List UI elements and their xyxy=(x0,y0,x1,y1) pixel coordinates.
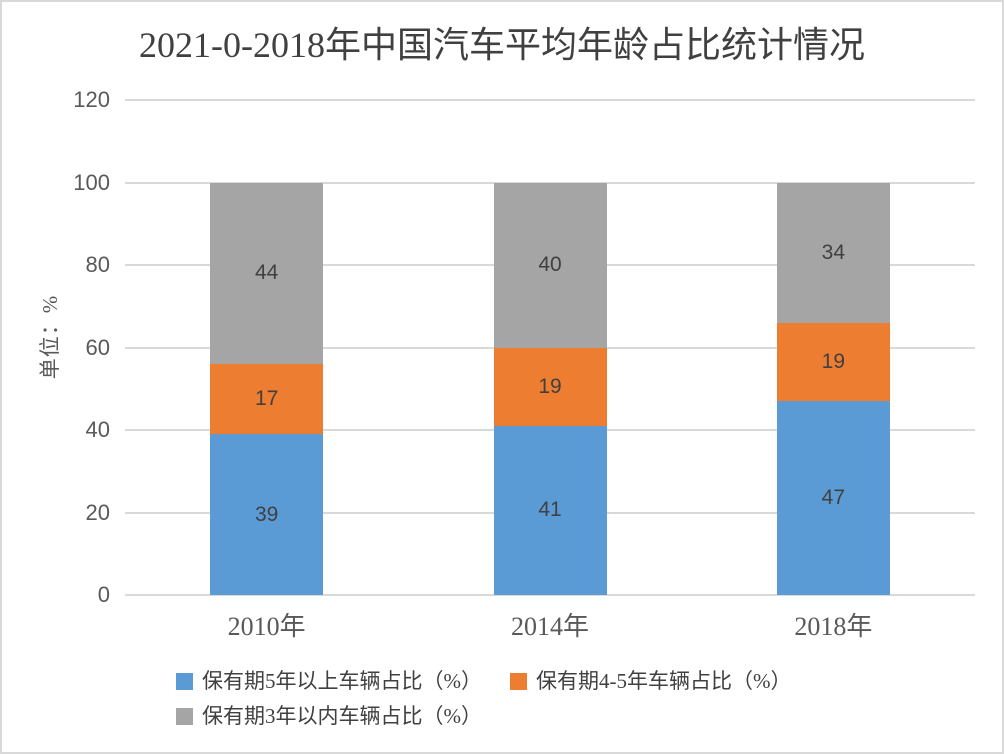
y-tick-label: 100 xyxy=(73,169,110,195)
bar-segment-label: 34 xyxy=(821,240,845,264)
bar-segment-label: 40 xyxy=(538,253,562,276)
bar-segment xyxy=(210,364,324,435)
bar-segment-label: 39 xyxy=(254,502,279,526)
legend-swatch xyxy=(176,707,193,725)
bar-segment-label: 17 xyxy=(254,387,279,411)
bar-segment xyxy=(776,182,890,323)
bar-segment xyxy=(493,347,607,426)
y-tick-label: 0 xyxy=(97,582,110,607)
bar-segment-label: 19 xyxy=(821,349,845,373)
legend-item: 保有期5年以上车辆占比（%） xyxy=(176,668,482,694)
y-tick-label: 80 xyxy=(85,252,110,277)
y-tick-label: 40 xyxy=(85,417,110,442)
legend-label: 保有期3年以内车辆占比（%） xyxy=(202,704,482,728)
legend-label: 保有期4-5年车辆占比（%） xyxy=(536,669,792,693)
legend-swatch xyxy=(510,672,527,690)
legend-label: 保有期5年以上车辆占比（%） xyxy=(202,669,482,693)
bar-segment xyxy=(776,322,890,402)
chart-title: 2021-0-2018年中国汽车平均年龄占比统计情况 xyxy=(139,25,865,65)
bar-segment-label: 41 xyxy=(538,498,562,522)
x-axis-label: 2018年 xyxy=(794,612,873,641)
bar-segment xyxy=(493,425,607,595)
gridline xyxy=(125,99,975,101)
bar-segment xyxy=(776,401,890,595)
y-tick-label: 120 xyxy=(73,87,110,112)
bar-segment-label: 47 xyxy=(821,486,845,510)
bar-segment-label: 44 xyxy=(254,261,279,285)
x-axis-label: 2010年 xyxy=(227,612,306,641)
x-axis-label: 2014年 xyxy=(510,612,589,641)
gridline xyxy=(125,594,975,596)
bar-segment xyxy=(493,182,607,348)
bar-segment-label: 19 xyxy=(538,374,562,398)
y-tick-label: 60 xyxy=(85,334,110,360)
legend-swatch xyxy=(176,672,193,690)
legend-item: 保有期3年以内车辆占比（%） xyxy=(176,703,482,729)
bar-segment xyxy=(210,434,324,595)
y-tick-label: 20 xyxy=(85,499,110,525)
legend-item: 保有期4-5年车辆占比（%） xyxy=(510,668,792,694)
bar-segment xyxy=(210,182,324,364)
